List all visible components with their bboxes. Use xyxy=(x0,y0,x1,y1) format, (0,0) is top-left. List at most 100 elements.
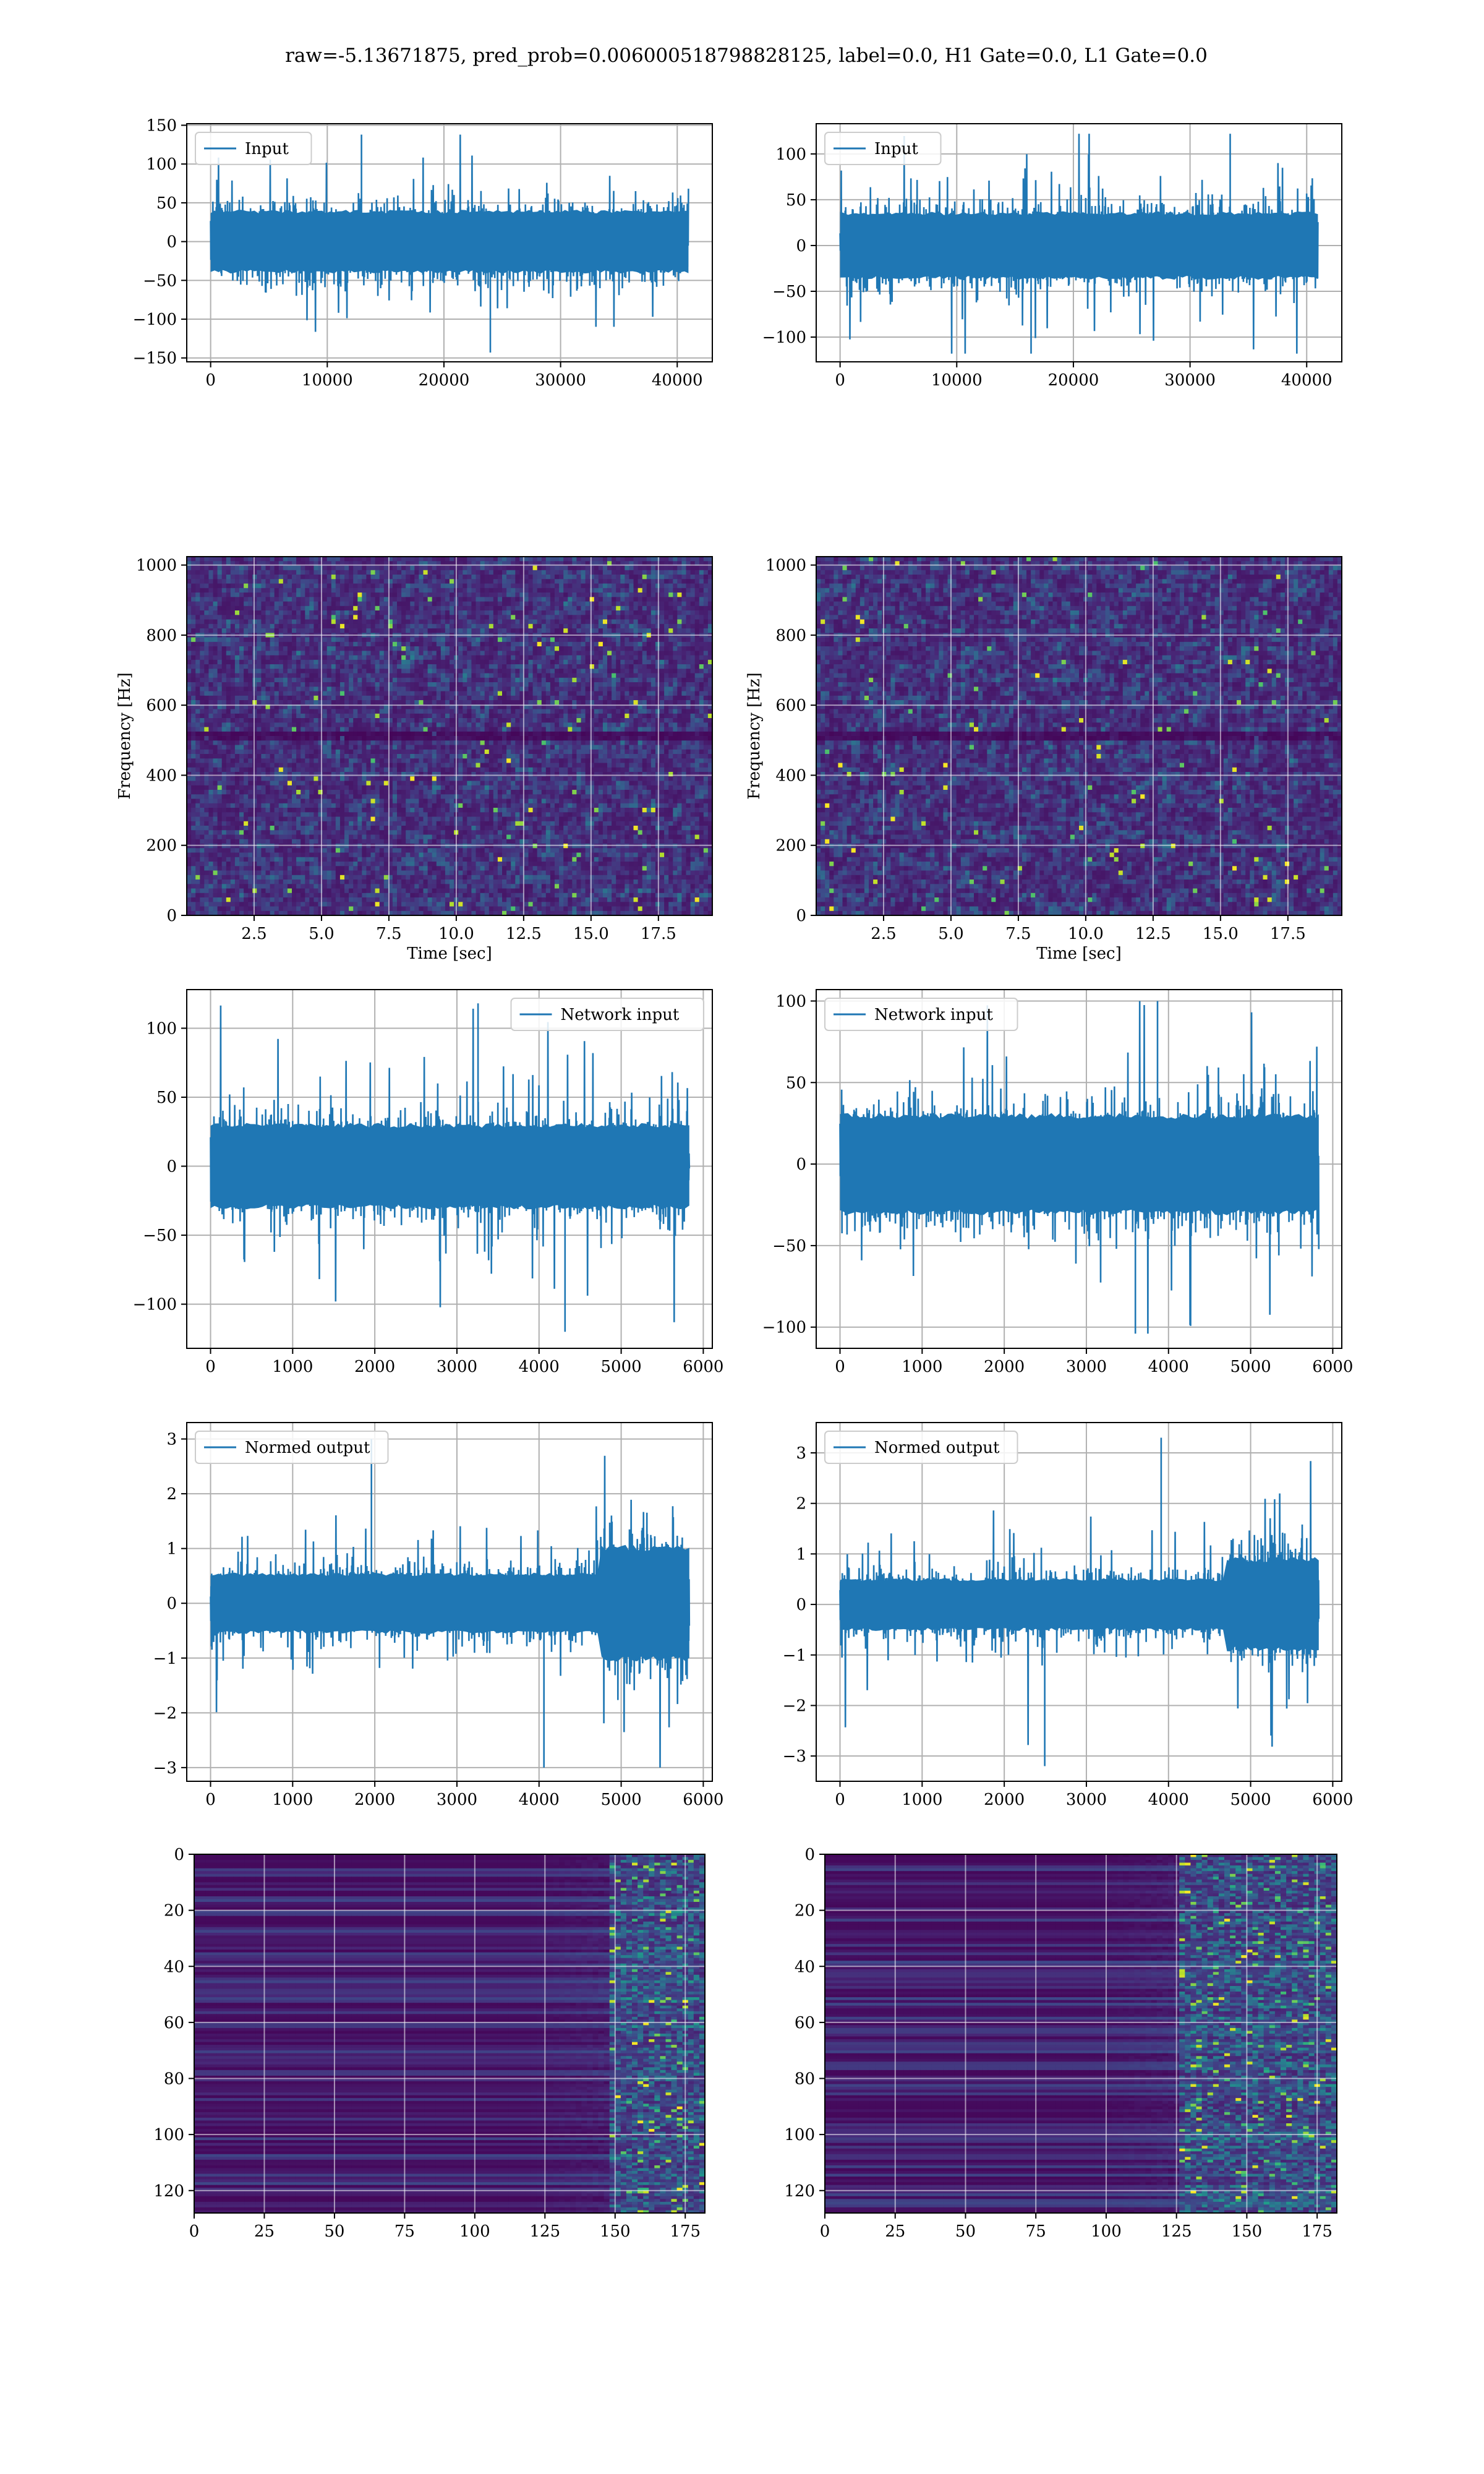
spectrogram-h1-cell xyxy=(616,651,621,656)
spectrogram-h1-cell xyxy=(208,655,214,661)
spectrogram-h1-cell xyxy=(555,579,560,584)
spectrogram-h1-cell xyxy=(331,593,336,597)
spectrogram-h1-cell xyxy=(344,713,349,719)
spectrogram-h1-cell xyxy=(419,704,424,710)
spectrogram-h1-cell xyxy=(612,695,616,701)
spectrogram-h1-cell xyxy=(432,718,437,723)
spectrogram-h1-cell xyxy=(563,610,568,615)
spectrogram-h1-cell xyxy=(270,619,275,625)
spectrogram-h1-cell xyxy=(191,691,196,696)
spectrogram-h1-cell xyxy=(559,583,564,589)
spectrogram-h1-cell xyxy=(576,583,582,589)
spectrogram-h1-cell xyxy=(602,557,608,562)
spectrogram-h1-cell xyxy=(668,669,673,674)
spectrogram-h1-cell xyxy=(257,606,262,611)
spectrogram-h1-cell xyxy=(309,561,314,567)
spectrogram-h1-cell xyxy=(414,619,419,625)
spectrogram-h1-cell xyxy=(261,597,267,602)
spectrogram-h1-cell xyxy=(261,606,267,611)
spectrogram-h1-cell xyxy=(322,583,328,589)
spectrogram-h1-cell xyxy=(427,664,433,669)
spectrogram-h1-cell xyxy=(379,659,385,665)
spectrogram-h1-cell xyxy=(278,736,284,741)
spectrogram-h1-cell xyxy=(230,637,236,643)
spectrogram-h1-cell xyxy=(335,700,341,705)
spectrogram-h1-cell xyxy=(646,641,652,647)
spectrogram-h1-cell xyxy=(427,588,433,593)
spectrogram-h1-cell xyxy=(318,704,323,710)
spectrogram-h1-cell xyxy=(660,646,665,651)
spectrogram-h1-cell xyxy=(349,565,354,571)
spectrogram-h1-cell xyxy=(589,557,595,562)
spectrogram-h1-cell xyxy=(301,593,305,597)
spectrogram-h1-cell xyxy=(686,731,691,737)
spectrogram-h1-cell xyxy=(703,718,709,723)
spectrogram-h1-cell xyxy=(475,651,481,656)
spectrogram-h1-cell xyxy=(681,655,687,661)
spectrogram-h1-cell xyxy=(707,597,712,602)
spectrogram-h1-cell xyxy=(638,575,643,580)
spectrogram-h1-cell xyxy=(208,619,214,625)
spectrogram-h1-cell xyxy=(287,659,292,665)
spectrogram-h1-cell xyxy=(326,659,332,665)
spectrogram-h1-cell xyxy=(301,682,305,687)
spectrogram-h1-cell xyxy=(366,583,372,589)
spectrogram-h1-cell xyxy=(195,646,200,651)
spectrogram-h1-cell xyxy=(305,687,310,692)
spectrogram-h1-cell xyxy=(471,606,477,611)
spectrogram-h1-cell xyxy=(270,557,275,562)
spectrogram-h1-cell xyxy=(383,713,389,719)
spectrogram-h1-cell xyxy=(545,606,551,611)
spectrogram-h1-cell xyxy=(502,641,507,647)
spectrogram-h1-cell xyxy=(484,651,490,656)
spectrogram-h1-cell xyxy=(511,704,516,710)
spectrogram-h1-cell xyxy=(598,673,603,678)
spectrogram-h1-cell xyxy=(379,575,385,580)
spectrogram-h1-cell xyxy=(524,597,529,602)
spectrogram-h1-cell xyxy=(471,651,477,656)
spectrogram-h1-cell xyxy=(515,623,520,629)
spectrogram-h1-cell xyxy=(397,682,402,687)
spectrogram-h1-cell xyxy=(234,713,240,719)
spectrogram-h1-cell xyxy=(292,677,297,683)
spectrogram-h1-cell xyxy=(475,610,481,615)
spectrogram-h1-cell xyxy=(559,709,564,714)
spectrogram-h1-cell xyxy=(248,583,253,589)
spectrogram-h1-cell xyxy=(331,700,336,705)
spectrogram-h1-cell xyxy=(607,565,612,571)
spectrogram-h1-cell xyxy=(200,623,205,629)
spectrogram-h1-cell xyxy=(270,606,275,611)
spectrogram-h1-cell xyxy=(572,588,577,593)
spectrogram-h1-cell xyxy=(646,593,652,597)
spectrogram-h1-cell xyxy=(379,687,385,692)
spectrogram-h1-cell xyxy=(313,664,319,669)
spectrogram-h1-cell xyxy=(383,615,389,620)
spectrogram-h1-cell xyxy=(555,682,560,687)
spectrogram-h1-cell xyxy=(497,651,503,656)
spectrogram-h1-cell xyxy=(572,677,577,683)
spectrogram-h1-cell xyxy=(414,597,419,602)
spectrogram-h1-cell xyxy=(401,575,406,580)
spectrogram-h1-cell xyxy=(326,579,332,584)
spectrogram-h1-cell xyxy=(309,557,314,562)
spectrogram-h1-cell xyxy=(463,736,467,741)
spectrogram-h1-cell xyxy=(362,610,367,615)
spectrogram-h1-cell xyxy=(252,655,257,661)
spectrogram-h1-cell xyxy=(274,637,279,643)
spectrogram-h1-cell xyxy=(572,593,577,597)
spectrogram-h1-cell xyxy=(331,570,336,575)
spectrogram-h1-cell xyxy=(339,727,345,732)
spectrogram-h1-cell xyxy=(690,597,696,602)
spectrogram-h1-cell xyxy=(511,713,516,719)
spectrogram-h1-cell xyxy=(257,575,262,580)
spectrogram-h1-cell xyxy=(274,700,279,705)
spectrogram-h1-cell xyxy=(519,713,524,719)
spectrogram-h1-cell xyxy=(357,641,362,647)
spectrogram-h1-cell xyxy=(690,709,696,714)
spectrogram-h1-cell xyxy=(463,677,467,683)
spectrogram-h1-cell xyxy=(572,579,577,584)
spectrogram-h1-cell xyxy=(397,727,402,732)
spectrogram-h1-cell xyxy=(406,677,411,683)
spectrogram-h1-cell xyxy=(506,575,511,580)
spectrogram-h1-cell xyxy=(471,682,477,687)
